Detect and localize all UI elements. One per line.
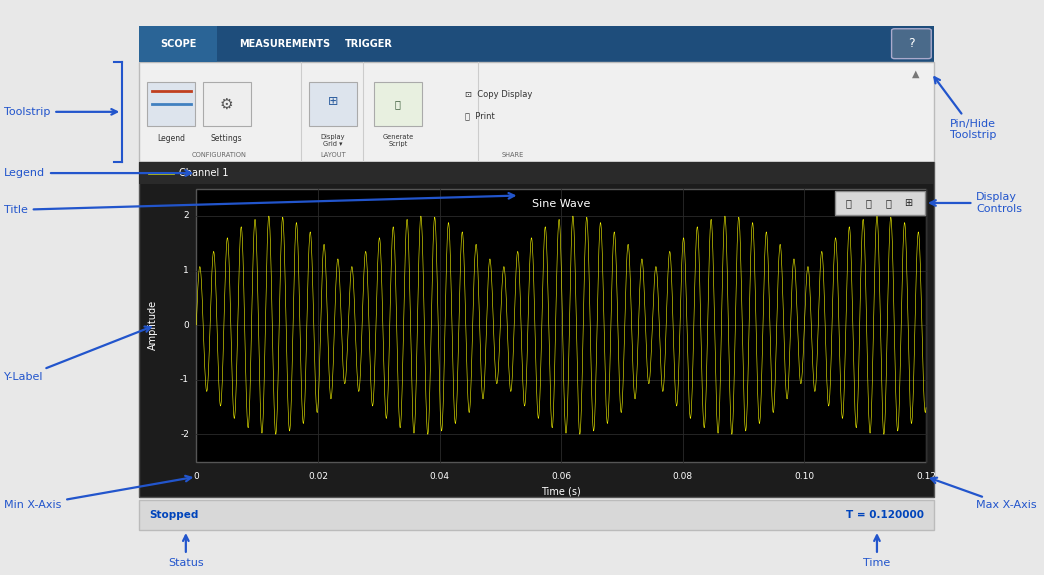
Text: 🖨  Print: 🖨 Print	[465, 111, 494, 120]
Text: LAYOUT: LAYOUT	[321, 152, 346, 158]
Text: T = 0.120000: T = 0.120000	[846, 510, 924, 520]
FancyBboxPatch shape	[309, 82, 357, 126]
Text: 0.08: 0.08	[672, 472, 693, 481]
Text: 0.10: 0.10	[794, 472, 814, 481]
Text: 0.04: 0.04	[429, 472, 450, 481]
FancyBboxPatch shape	[147, 82, 195, 126]
Text: ⊞: ⊞	[328, 95, 338, 108]
Text: ⊞: ⊞	[904, 198, 912, 208]
Text: Generate
Script: Generate Script	[382, 134, 413, 147]
Text: ?: ?	[908, 37, 915, 50]
FancyBboxPatch shape	[139, 162, 934, 497]
Text: Y-Label: Y-Label	[4, 327, 150, 382]
Text: Channel 1: Channel 1	[179, 168, 228, 178]
Text: Display
Controls: Display Controls	[930, 192, 1022, 214]
Text: ⊡  Copy Display: ⊡ Copy Display	[465, 90, 532, 99]
Text: 0.02: 0.02	[308, 472, 328, 481]
Text: Time: Time	[863, 535, 891, 568]
Text: 0.06: 0.06	[551, 472, 571, 481]
FancyBboxPatch shape	[139, 26, 934, 62]
FancyBboxPatch shape	[139, 62, 934, 162]
Text: Toolstrip: Toolstrip	[4, 107, 117, 117]
Text: Amplitude: Amplitude	[147, 300, 158, 350]
Text: Status: Status	[168, 535, 204, 568]
Text: Time (s): Time (s)	[541, 486, 582, 497]
Text: ✋: ✋	[865, 198, 872, 208]
FancyBboxPatch shape	[139, 26, 217, 62]
Text: CONFIGURATION: CONFIGURATION	[192, 152, 246, 158]
Text: 0: 0	[193, 472, 199, 481]
Text: Min X-Axis: Min X-Axis	[4, 476, 191, 511]
Text: Display
Grid ▾: Display Grid ▾	[321, 134, 346, 147]
Text: Settings: Settings	[211, 134, 242, 143]
Text: ⤢: ⤢	[846, 198, 852, 208]
Text: 0: 0	[183, 321, 189, 329]
Text: Pin/Hide
Toolstrip: Pin/Hide Toolstrip	[934, 77, 996, 140]
FancyBboxPatch shape	[203, 82, 251, 126]
FancyBboxPatch shape	[139, 162, 934, 184]
Text: Legend: Legend	[4, 168, 191, 178]
Text: Max X-Axis: Max X-Axis	[931, 478, 1037, 511]
Text: ▲: ▲	[911, 69, 920, 79]
Text: ⚙: ⚙	[219, 97, 234, 112]
Text: Legend: Legend	[158, 134, 185, 143]
Text: 2: 2	[184, 212, 189, 220]
FancyBboxPatch shape	[374, 82, 422, 126]
FancyBboxPatch shape	[196, 189, 926, 462]
Text: Stopped: Stopped	[149, 510, 198, 520]
Text: 🔍: 🔍	[885, 198, 892, 208]
Text: MEASUREMENTS: MEASUREMENTS	[239, 39, 331, 49]
Text: Sine Wave: Sine Wave	[532, 199, 590, 209]
FancyBboxPatch shape	[139, 500, 934, 530]
Text: 0.12: 0.12	[916, 472, 936, 481]
FancyBboxPatch shape	[835, 191, 925, 215]
Text: 📄: 📄	[395, 99, 401, 109]
Text: TRIGGER: TRIGGER	[345, 39, 393, 49]
Text: -2: -2	[180, 430, 189, 439]
Text: SCOPE: SCOPE	[160, 39, 196, 49]
Text: SHARE: SHARE	[501, 152, 524, 158]
Text: 1: 1	[183, 266, 189, 275]
FancyBboxPatch shape	[892, 29, 931, 59]
Text: Title: Title	[4, 193, 514, 215]
Text: -1: -1	[180, 375, 189, 384]
